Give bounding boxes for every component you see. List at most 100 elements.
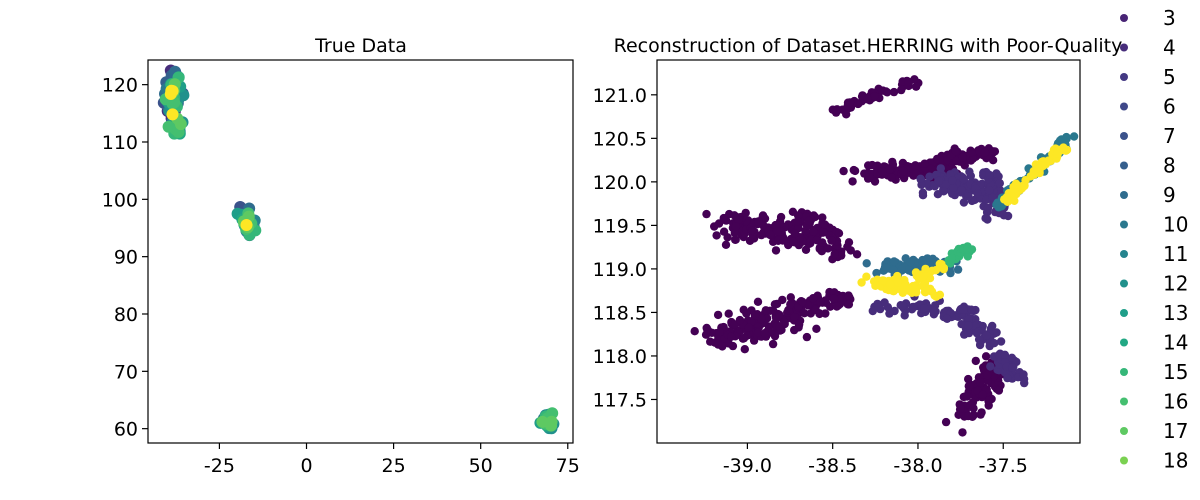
data-point [754, 217, 763, 226]
data-point [760, 329, 770, 338]
legend-marker [1120, 43, 1128, 52]
data-point [995, 179, 1004, 188]
plot-frame [147, 59, 574, 444]
data-point [1038, 162, 1048, 171]
data-point [971, 356, 980, 366]
data-point [918, 257, 927, 266]
data-point [956, 404, 965, 413]
data-point [844, 291, 853, 300]
legend-label: 13 [1163, 301, 1188, 325]
data-point [703, 325, 712, 334]
data-point [715, 327, 724, 337]
data-point [731, 222, 741, 231]
x-tick-label: -39.0 [723, 455, 772, 477]
legend-label: 8 [1163, 154, 1176, 178]
legend-label: 12 [1163, 272, 1188, 296]
data-point [788, 207, 798, 216]
data-point [713, 310, 723, 320]
legend-label: 3 [1163, 6, 1176, 30]
y-tick-label: 118.5 [593, 302, 647, 324]
data-point [702, 209, 711, 219]
y-tick-label: 100 [102, 189, 138, 211]
x-tick-label: -37.5 [979, 455, 1028, 477]
data-point [816, 297, 825, 307]
data-point [968, 154, 977, 163]
data-point [1009, 185, 1019, 194]
data-point [939, 187, 948, 196]
data-point [775, 310, 784, 319]
data-point [899, 166, 908, 176]
data-point [995, 186, 1004, 195]
data-point [992, 200, 1001, 209]
legend-marker [1120, 309, 1128, 317]
y-tick-label: 117.5 [593, 389, 647, 411]
data-point [852, 250, 862, 259]
data-point [808, 294, 818, 303]
y-tick-label: 119.5 [593, 215, 647, 237]
legend-label: 5 [1163, 65, 1176, 89]
data-point [862, 259, 871, 268]
data-point [690, 327, 699, 336]
x-tick-label: 50 [469, 455, 493, 477]
legend-marker [1120, 14, 1128, 22]
data-point [949, 183, 958, 192]
data-point [771, 220, 780, 230]
legend-marker [1120, 250, 1128, 258]
data-point [871, 281, 880, 290]
data-point [952, 156, 961, 166]
legend-label: 9 [1163, 183, 1176, 207]
data-point [828, 105, 837, 114]
data-point [885, 280, 895, 289]
data-point [920, 304, 929, 313]
data-point [964, 315, 973, 324]
data-point [753, 297, 763, 306]
data-point [779, 236, 788, 245]
data-point [845, 98, 855, 107]
y-tick-label: 120.0 [593, 172, 647, 194]
data-point [996, 337, 1006, 346]
data-point [747, 226, 757, 235]
data-point [848, 177, 857, 186]
data-point [946, 268, 955, 278]
data-point [953, 265, 963, 274]
legend-label: 4 [1163, 36, 1176, 60]
data-point [719, 213, 728, 223]
data-point [969, 404, 978, 413]
data-point [870, 92, 879, 101]
data-point [992, 169, 1001, 178]
data-point [887, 173, 896, 182]
legend-marker [1120, 427, 1128, 435]
data-point [882, 88, 892, 97]
x-axis-ticks: -39.0 -38.5 -38.0 -37.5 [723, 443, 1028, 477]
data-point [1000, 350, 1010, 359]
y-tick-label: 120.5 [593, 128, 647, 150]
legend-marker [1120, 102, 1128, 111]
data-point [976, 410, 985, 419]
data-point [842, 110, 851, 119]
chart-title: Reconstruction of Dataset.HERRING with P… [614, 35, 1123, 57]
data-point [798, 297, 807, 307]
data-point [802, 332, 812, 342]
data-point [718, 342, 727, 351]
data-point [804, 216, 813, 226]
scatter-points [157, 64, 560, 435]
data-point [964, 382, 974, 391]
data-point [786, 300, 795, 309]
data-point [830, 249, 839, 259]
y-tick-label: 90 [114, 247, 138, 269]
x-tick-label: -38.5 [808, 455, 857, 477]
data-point [865, 173, 874, 182]
data-point [974, 335, 984, 344]
data-point [794, 320, 804, 329]
legend-marker [1120, 73, 1128, 81]
y-tick-label: 70 [114, 361, 138, 383]
data-point [862, 272, 871, 281]
data-point [972, 328, 982, 338]
legend-label: 7 [1163, 124, 1176, 148]
data-point [819, 227, 828, 237]
data-point [823, 244, 833, 253]
y-axis-ticks: 117.5 118.0 118.5 119.0 119.5 120.0 120.5 121.0 [593, 85, 657, 411]
data-point [771, 246, 781, 255]
data-point [818, 213, 827, 222]
data-point [988, 147, 998, 156]
